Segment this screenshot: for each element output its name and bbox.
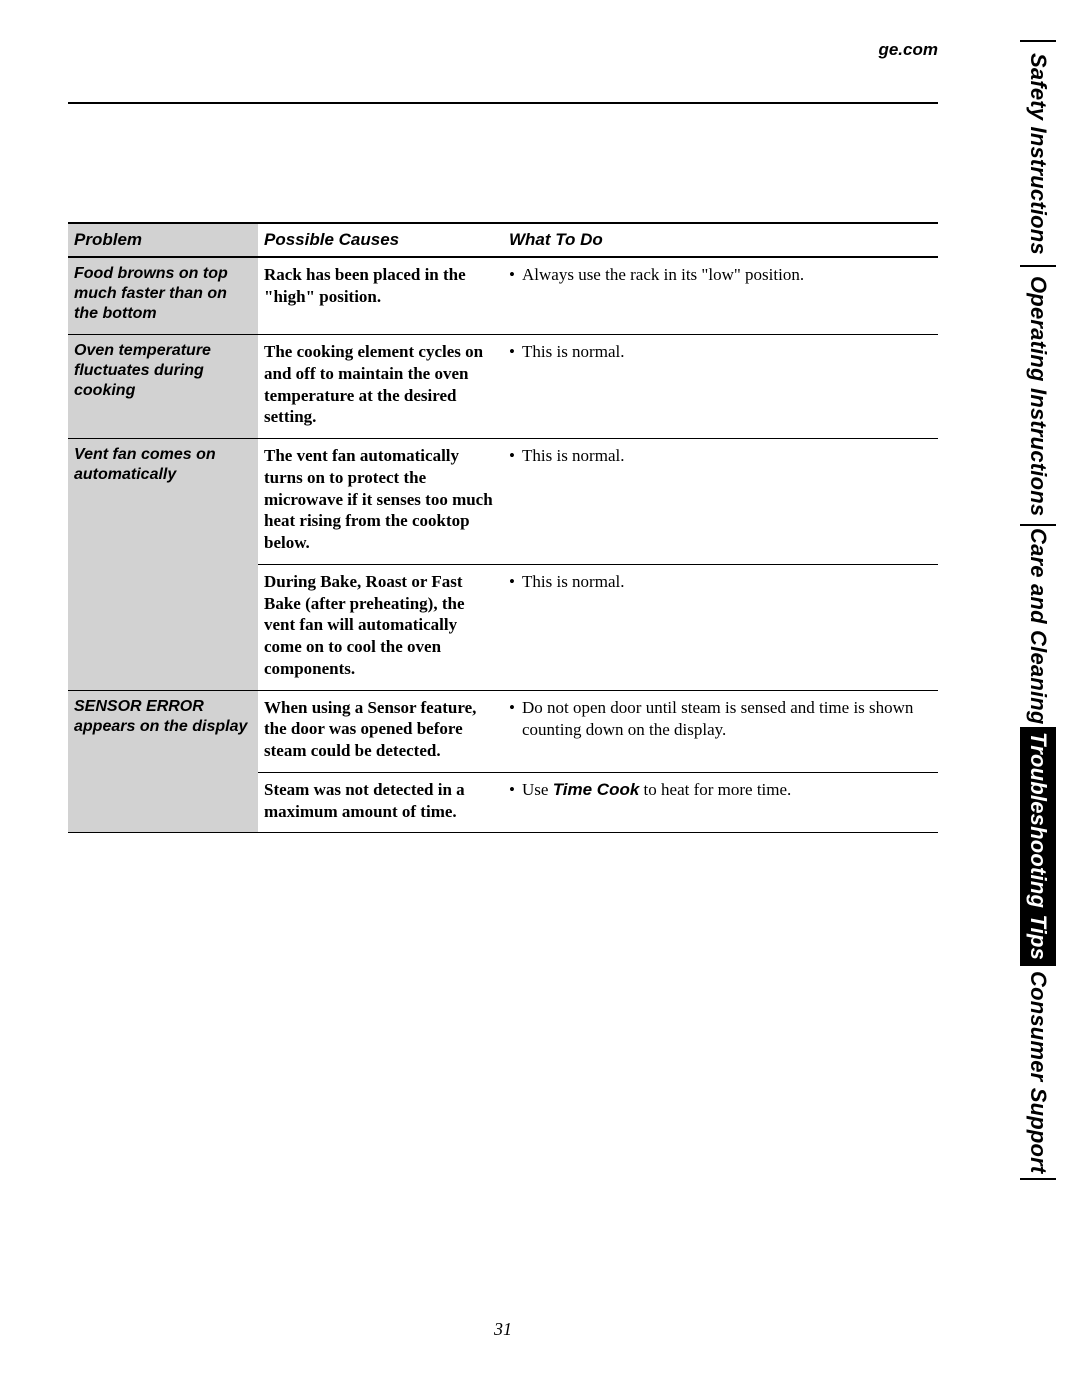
todo-cell: •Do not open door until steam is sensed … [503, 690, 938, 772]
todo-cell: •This is normal. [503, 564, 938, 690]
todo-cell: •This is normal. [503, 439, 938, 565]
todo-text: This is normal. [522, 341, 932, 363]
problem-cell: Food browns on top much faster than on t… [68, 257, 258, 335]
table-row: Vent fan comes on automaticallyThe vent … [68, 439, 938, 565]
page-number: 31 [68, 1319, 938, 1340]
todo-bullet: •Do not open door until steam is sensed … [509, 697, 932, 741]
bullet-icon: • [509, 571, 522, 593]
todo-bullet: •This is normal. [509, 341, 932, 363]
todo-cell: •Always use the rack in its "low" positi… [503, 257, 938, 335]
horizontal-rule [68, 102, 938, 104]
col-header-todo: What To Do [503, 223, 938, 257]
problem-cell: Vent fan comes on automatically [68, 439, 258, 691]
section-tab[interactable]: Care and Cleaning [1020, 524, 1056, 727]
bullet-icon: • [509, 264, 522, 286]
todo-text: This is normal. [522, 445, 932, 467]
cause-cell: Rack has been placed in the "high" posit… [258, 257, 503, 335]
todo-text: Do not open door until steam is sensed a… [522, 697, 932, 741]
todo-cell: •Use Time Cook to heat for more time. [503, 772, 938, 833]
cause-cell: When using a Sensor feature, the door wa… [258, 690, 503, 772]
cause-cell: The vent fan automatically turns on to p… [258, 439, 503, 565]
cause-cell: The cooking element cycles on and off to… [258, 335, 503, 439]
section-tab[interactable]: Troubleshooting Tips [1020, 727, 1056, 964]
cause-cell: Steam was not detected in a maximum amou… [258, 772, 503, 833]
bullet-icon: • [509, 341, 522, 363]
todo-bullet: •This is normal. [509, 445, 932, 467]
table-header-row: Problem Possible Causes What To Do [68, 223, 938, 257]
section-tabs: Safety InstructionsOperating Instruction… [1020, 40, 1056, 1180]
todo-bullet: •This is normal. [509, 571, 932, 593]
col-header-cause: Possible Causes [258, 223, 503, 257]
bullet-icon: • [509, 697, 522, 741]
todo-cell: •This is normal. [503, 335, 938, 439]
manual-page: ge.com Problem Possible Causes What To D… [68, 40, 938, 1340]
table-body: Food browns on top much faster than on t… [68, 257, 938, 833]
cause-cell: During Bake, Roast or Fast Bake (after p… [258, 564, 503, 690]
table-row: SENSOR ERROR appears on the displayWhen … [68, 690, 938, 772]
troubleshooting-table: Problem Possible Causes What To Do Food … [68, 222, 938, 833]
section-tab[interactable]: Operating Instructions [1020, 265, 1056, 524]
todo-text: Always use the rack in its "low" positio… [522, 264, 932, 286]
todo-bullet: •Use Time Cook to heat for more time. [509, 779, 932, 801]
emphasis: Time Cook [553, 780, 640, 799]
table-row: Food browns on top much faster than on t… [68, 257, 938, 335]
bullet-icon: • [509, 779, 522, 801]
todo-text: This is normal. [522, 571, 932, 593]
site-url: ge.com [68, 40, 938, 64]
bullet-icon: • [509, 445, 522, 467]
table-row: Oven temperature fluctuates during cooki… [68, 335, 938, 439]
todo-text: Use Time Cook to heat for more time. [522, 779, 932, 801]
col-header-problem: Problem [68, 223, 258, 257]
section-tab[interactable]: Consumer Support [1020, 964, 1056, 1180]
problem-cell: SENSOR ERROR appears on the display [68, 690, 258, 833]
todo-bullet: •Always use the rack in its "low" positi… [509, 264, 932, 286]
troubleshooting-table-container: Problem Possible Causes What To Do Food … [68, 222, 938, 833]
problem-cell: Oven temperature fluctuates during cooki… [68, 335, 258, 439]
section-tab[interactable]: Safety Instructions [1020, 40, 1056, 265]
